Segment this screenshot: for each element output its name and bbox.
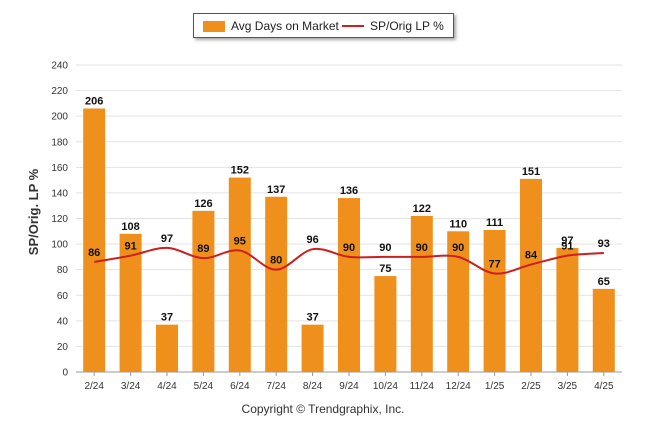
line-path bbox=[94, 246, 604, 275]
bar[interactable] bbox=[301, 324, 324, 372]
y-tick-label: 140 bbox=[51, 188, 68, 199]
bar[interactable] bbox=[483, 230, 506, 372]
y-tick-label: 120 bbox=[51, 214, 68, 225]
bar-value-label: 75 bbox=[379, 263, 391, 275]
y-tick-label: 0 bbox=[62, 368, 68, 379]
x-axis: 2/24 3/24 4/24 5/24 6/24 7/24 8/24 9/24 10/24 11/… bbox=[84, 372, 614, 392]
x-tick-label: 3/24 bbox=[121, 381, 141, 392]
bar[interactable] bbox=[520, 178, 542, 372]
line-value-label: 95 bbox=[234, 235, 246, 247]
bar[interactable] bbox=[192, 210, 215, 372]
y-tick-label: 40 bbox=[57, 316, 69, 327]
y-tick-label: 100 bbox=[51, 240, 68, 251]
bar[interactable] bbox=[83, 108, 106, 372]
line-value-label: 90 bbox=[452, 242, 464, 254]
x-tick-label: 2/25 bbox=[521, 381, 541, 392]
x-tick-label: 4/25 bbox=[594, 381, 614, 392]
bar-value-label: 151 bbox=[522, 166, 540, 178]
bar[interactable] bbox=[338, 198, 360, 372]
bar[interactable] bbox=[592, 288, 615, 372]
bar[interactable] bbox=[156, 324, 178, 372]
x-tick-label: 8/24 bbox=[303, 381, 323, 392]
x-tick-label: 9/24 bbox=[339, 381, 359, 392]
legend-bar-label: Avg Days on Market bbox=[231, 19, 339, 33]
bar-value-label: 37 bbox=[161, 312, 173, 324]
x-tick-label: 10/24 bbox=[373, 381, 398, 392]
legend-item-line[interactable]: SP/Orig LP % bbox=[342, 19, 444, 33]
bar-value-label: 110 bbox=[449, 218, 467, 230]
line-value-label: 90 bbox=[416, 242, 428, 254]
line-value-label: 89 bbox=[197, 243, 209, 255]
line-value-label: 86 bbox=[88, 247, 100, 259]
y-tick-label: 80 bbox=[57, 265, 69, 276]
bar-value-label: 108 bbox=[121, 221, 139, 233]
bar-value-label: 65 bbox=[598, 276, 610, 288]
line-value-label: 91 bbox=[124, 241, 136, 253]
bar-value-label: 152 bbox=[231, 165, 249, 177]
line-value-label: 77 bbox=[488, 259, 500, 271]
bar-value-label: 37 bbox=[306, 312, 318, 324]
line-value-label: 91 bbox=[561, 241, 573, 253]
legend-bar-swatch bbox=[203, 20, 225, 32]
bar[interactable] bbox=[119, 233, 142, 372]
x-tick-label: 12/24 bbox=[446, 381, 471, 392]
x-tick-label: 7/24 bbox=[266, 381, 286, 392]
line-value-label: 90 bbox=[343, 242, 355, 254]
y-axis: 0 20 40 60 80 100 120 140 160 180 200 220 240 bbox=[51, 61, 68, 379]
bar-value-label: 122 bbox=[413, 203, 431, 215]
bar[interactable] bbox=[447, 231, 470, 372]
bar[interactable] bbox=[374, 276, 397, 372]
line-value-label: 84 bbox=[525, 250, 538, 262]
y-tick-label: 60 bbox=[57, 291, 69, 302]
bar-series: 206 108 37 126 152 137 37 136 75 122 110 111 151 97 65 bbox=[83, 95, 615, 372]
legend-item-bar[interactable]: Avg Days on Market bbox=[203, 19, 339, 33]
x-tick-label: 2/24 bbox=[84, 381, 104, 392]
legend-line-label: SP/Orig LP % bbox=[370, 19, 444, 33]
y-tick-label: 180 bbox=[51, 137, 68, 148]
bar-value-label: 126 bbox=[194, 198, 212, 210]
legend-line-swatch bbox=[342, 25, 364, 27]
line-value-label: 93 bbox=[598, 238, 610, 250]
line-value-label: 80 bbox=[270, 255, 282, 267]
y-tick-label: 220 bbox=[51, 86, 68, 97]
y-tick-label: 240 bbox=[51, 61, 68, 72]
line-value-label: 97 bbox=[161, 233, 173, 245]
x-tick-label: 1/25 bbox=[485, 381, 505, 392]
y-axis-title: SP/Orig. LP % bbox=[26, 168, 41, 255]
x-tick-label: 4/24 bbox=[157, 381, 177, 392]
bar-value-label: 137 bbox=[267, 184, 285, 196]
copyright-text: Copyright © Trendgraphix, Inc. bbox=[241, 402, 405, 416]
legend: Avg Days on Market SP/Orig LP % bbox=[193, 13, 454, 38]
bar[interactable] bbox=[228, 177, 251, 372]
y-tick-label: 160 bbox=[51, 163, 68, 174]
bar[interactable] bbox=[556, 247, 579, 372]
bar-value-label: 97 bbox=[561, 235, 573, 247]
bar[interactable] bbox=[410, 215, 433, 372]
y-tick-label: 20 bbox=[57, 342, 69, 353]
x-tick-label: 6/24 bbox=[230, 381, 250, 392]
line-value-label: 90 bbox=[379, 242, 391, 254]
x-tick-label: 3/25 bbox=[558, 381, 578, 392]
y-tick-label: 200 bbox=[51, 112, 68, 123]
x-tick-label: 11/24 bbox=[410, 381, 435, 392]
bar[interactable] bbox=[265, 196, 288, 372]
bar-value-label: 111 bbox=[486, 217, 503, 229]
bar-value-label: 136 bbox=[340, 185, 358, 197]
x-tick-label: 5/24 bbox=[194, 381, 214, 392]
line-value-label: 96 bbox=[306, 234, 318, 246]
bar-value-label: 206 bbox=[85, 95, 103, 107]
